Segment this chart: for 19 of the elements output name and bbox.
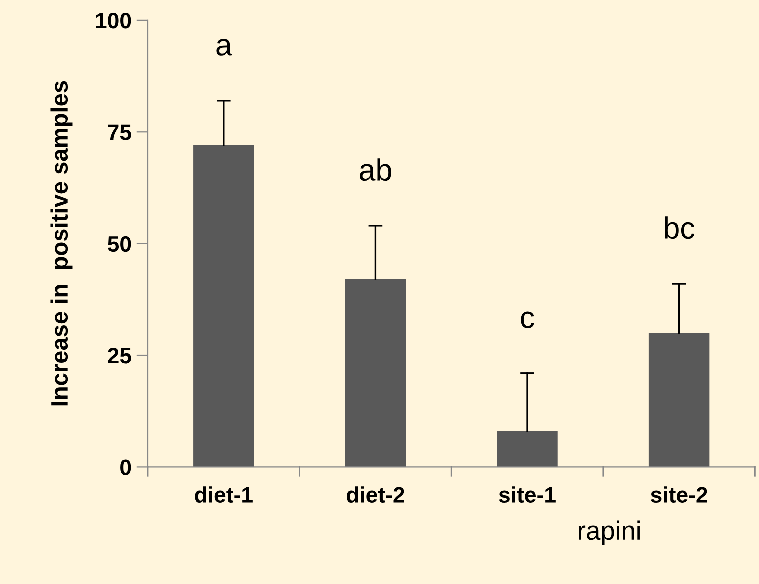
x-tick-label: site-1 [499,486,556,503]
x-tick-label: diet-1 [195,486,253,503]
y-tick-label: 0 [120,460,132,476]
x-axis-title: rapini [578,520,640,546]
annotation: ab [360,158,392,182]
y-tick-label: 50 [108,236,132,252]
bar [345,280,406,468]
annotation: c [521,312,534,328]
bar [648,333,710,468]
annotation: bc [665,216,695,240]
annotation: a [216,39,232,56]
y-axis-title: Increase in positive samples [50,81,73,406]
x-tick-label: diet-2 [346,486,404,503]
y-tick-label: 100 [96,12,132,29]
y-tick-label: 25 [108,348,132,364]
bar [497,431,558,468]
x-tick-label: site-2 [651,486,708,503]
y-tick-label: 75 [108,124,132,140]
bar [194,146,254,468]
